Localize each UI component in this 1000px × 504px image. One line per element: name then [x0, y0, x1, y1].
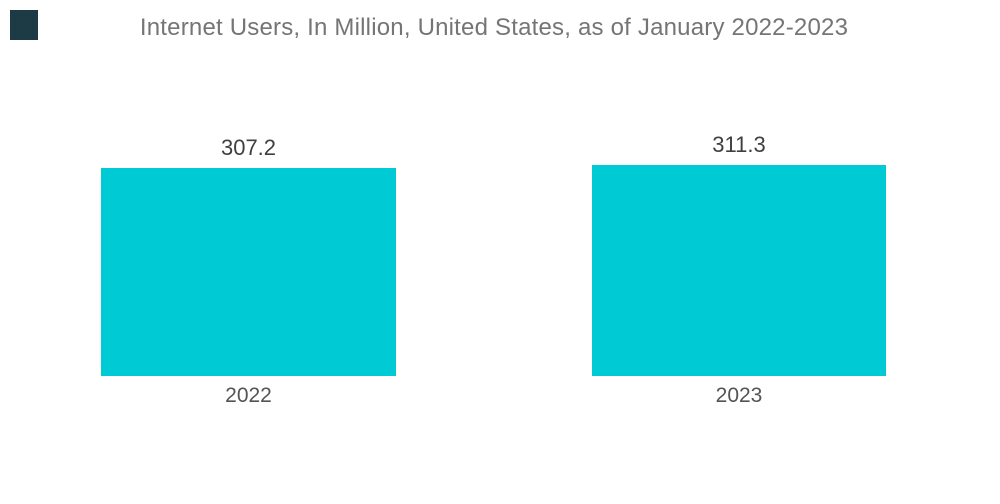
bar-group-2022: 307.2 [101, 137, 396, 376]
bar-group-2023: 311.3 [592, 134, 886, 376]
category-label-2022: 2022 [225, 384, 272, 407]
bar-2023 [592, 165, 886, 376]
brand-logo-square [10, 10, 38, 40]
value-label-2022: 307.2 [220, 135, 277, 160]
category-label-2023: 2023 [715, 384, 763, 407]
bar-2022 [101, 168, 396, 376]
chart-title: Internet Users, In Million, United State… [139, 14, 849, 41]
value-label-2023: 311.3 [712, 132, 766, 157]
